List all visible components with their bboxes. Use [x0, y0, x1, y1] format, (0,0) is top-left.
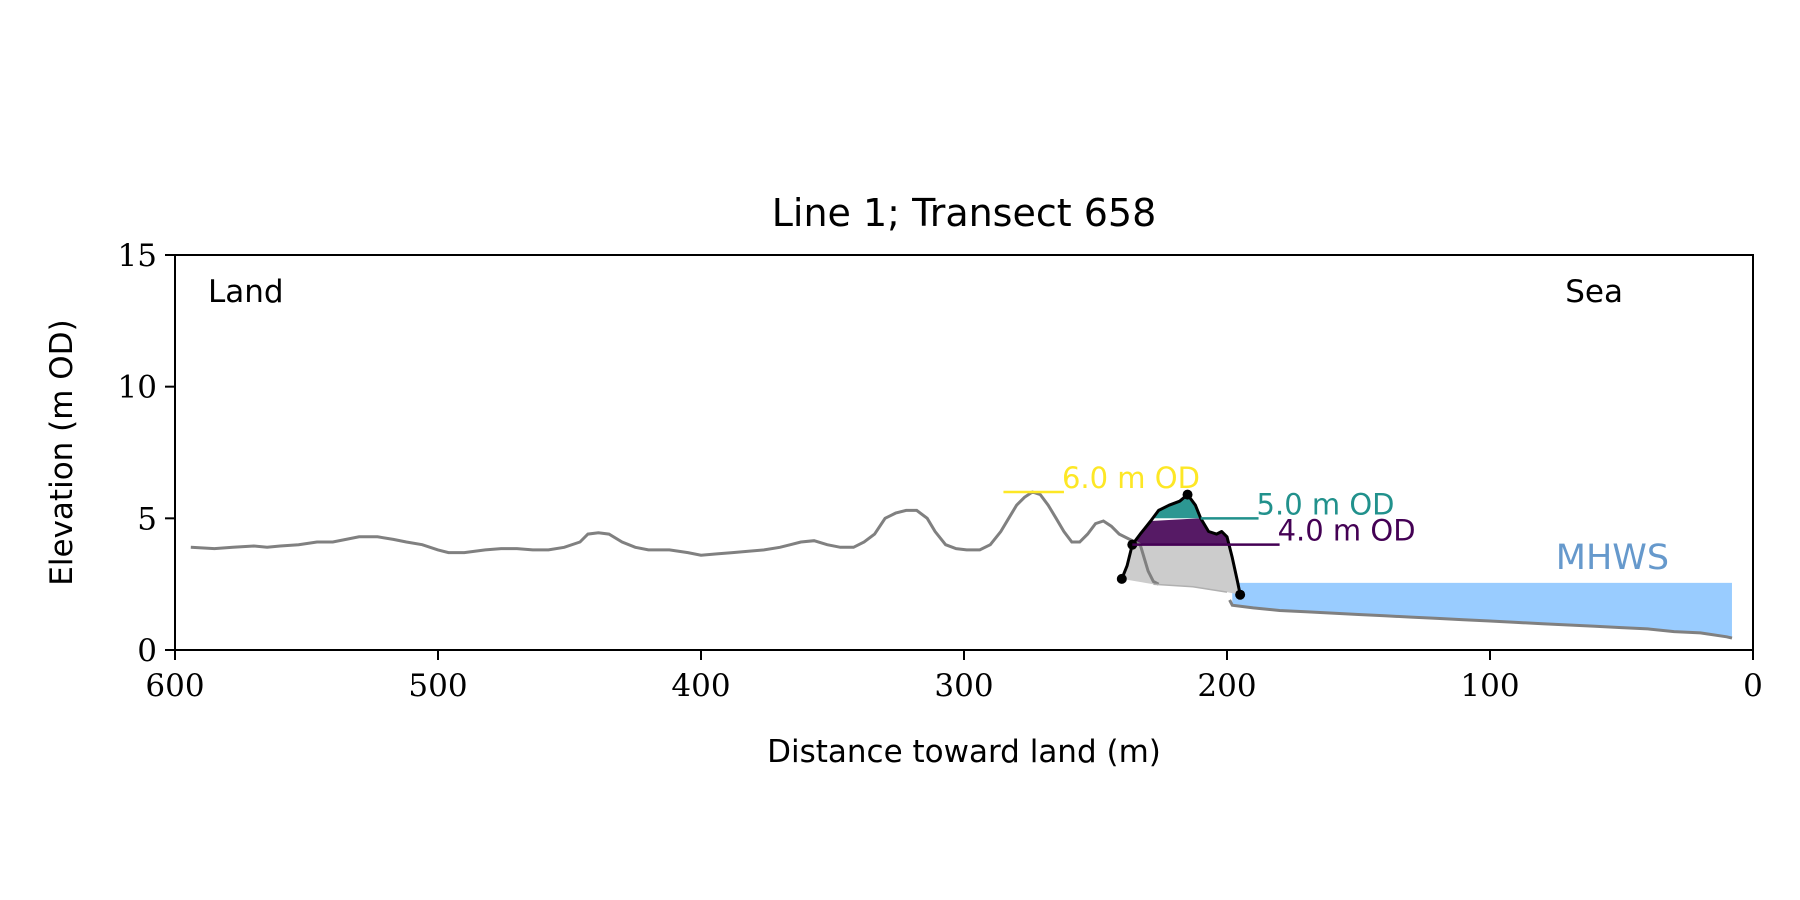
dune-face-line [1153, 583, 1228, 593]
x-tick-label-0: 0 [1743, 668, 1763, 704]
x-tick-label-300: 300 [934, 668, 993, 704]
y-tick-label-15: 15 [118, 238, 157, 274]
dune-point-3 [1235, 589, 1246, 600]
dune-point-2 [1182, 489, 1193, 500]
sea-label: Sea [1565, 274, 1623, 310]
plot-layer: 6.0 m OD 5.0 m OD4.0 m OD MHWS [190, 461, 1733, 650]
mhws-label: MHWS [1556, 538, 1669, 578]
y-tick-label-10: 10 [118, 370, 157, 406]
x-tick-label-100: 100 [1460, 668, 1519, 704]
x-tick-label-500: 500 [408, 668, 467, 704]
x-tick-label-400: 400 [671, 668, 730, 704]
band-4m [1132, 518, 1229, 545]
chart-title: Line 1; Transect 658 [772, 191, 1157, 235]
dune-base-area [1121, 544, 1241, 595]
level-label-5: 5.0 m OD [1257, 487, 1395, 521]
level-label-4: 4.0 m OD [1278, 514, 1416, 548]
y-tick-label-5: 5 [137, 501, 157, 537]
x-tick-label-600: 600 [145, 668, 204, 704]
tick-layer: 600 500 400 300 200 100 0 0 5 10 15 [118, 238, 1763, 704]
dune-point-0 [1116, 573, 1127, 584]
y-axis-label: Elevation (m OD) [44, 319, 80, 585]
profile-line-sea [1228, 599, 1733, 640]
x-axis-label: Distance toward land (m) [767, 734, 1161, 770]
dune-outline [1120, 493, 1242, 596]
band-5m [1152, 494, 1201, 519]
y-tick-label-0: 0 [137, 633, 157, 669]
profile-line-land [190, 490, 1160, 586]
seabed-mask [1229, 600, 1732, 650]
x-tick-label-200: 200 [1197, 668, 1256, 704]
land-label: Land [208, 274, 284, 310]
level-label-6: 6.0 m OD [1062, 461, 1200, 495]
